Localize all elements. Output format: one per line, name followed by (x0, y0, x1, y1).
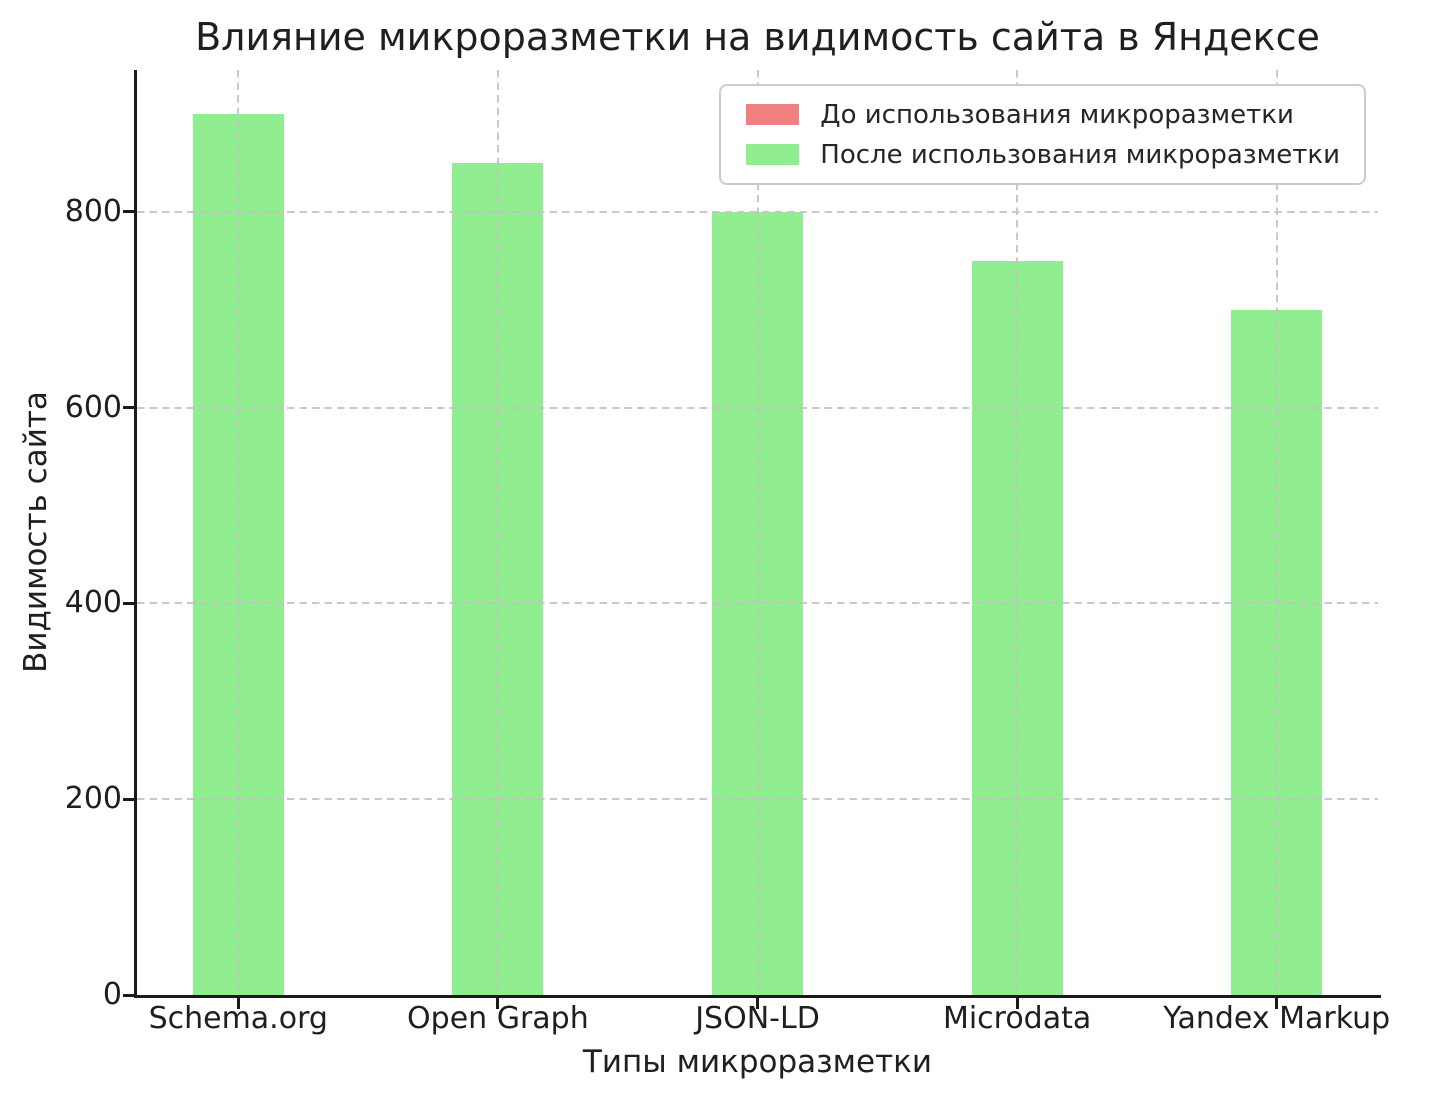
vertical-gridline (1016, 70, 1019, 995)
y-tick-mark (123, 406, 134, 410)
y-tick-label: 800 (64, 193, 122, 229)
x-axis-spine (134, 995, 1381, 998)
x-tick-mark (1275, 998, 1279, 1009)
y-tick-mark (123, 601, 134, 605)
x-tick-mark (236, 998, 240, 1009)
legend-label: После использования микроразметки (820, 139, 1340, 170)
x-tick-mark (1015, 998, 1019, 1009)
y-tick-label: 0 (102, 977, 122, 1012)
x-axis-label: Типы микроразметки (582, 1044, 933, 1080)
y-tick-label: 400 (64, 585, 122, 621)
legend-label: До использования микроразметки (820, 99, 1294, 130)
vertical-gridline (1275, 70, 1278, 995)
legend-swatch (746, 104, 800, 125)
x-tick-mark (496, 998, 500, 1009)
vertical-gridline (496, 70, 499, 995)
y-tick-mark (123, 210, 134, 214)
legend-item: После использования микроразметки (746, 139, 1340, 170)
y-axis-label: Видимость сайта (18, 391, 54, 673)
y-tick-mark (123, 993, 134, 997)
x-tick-mark (756, 998, 759, 1009)
y-axis-spine (134, 70, 137, 998)
plot-area: До использования микроразметки После испо… (137, 70, 1378, 995)
vertical-gridline (237, 70, 240, 995)
y-tick-mark (123, 797, 134, 801)
chart-title: Влияние микроразметки на видимость сайта… (195, 15, 1320, 59)
y-tick-label: 200 (64, 781, 122, 817)
legend: До использования микроразметки После испо… (719, 84, 1366, 185)
legend-item: До использования микроразметки (746, 99, 1340, 130)
legend-swatch (746, 144, 800, 165)
y-tick-label: 600 (64, 389, 122, 425)
vertical-gridline (756, 70, 759, 995)
